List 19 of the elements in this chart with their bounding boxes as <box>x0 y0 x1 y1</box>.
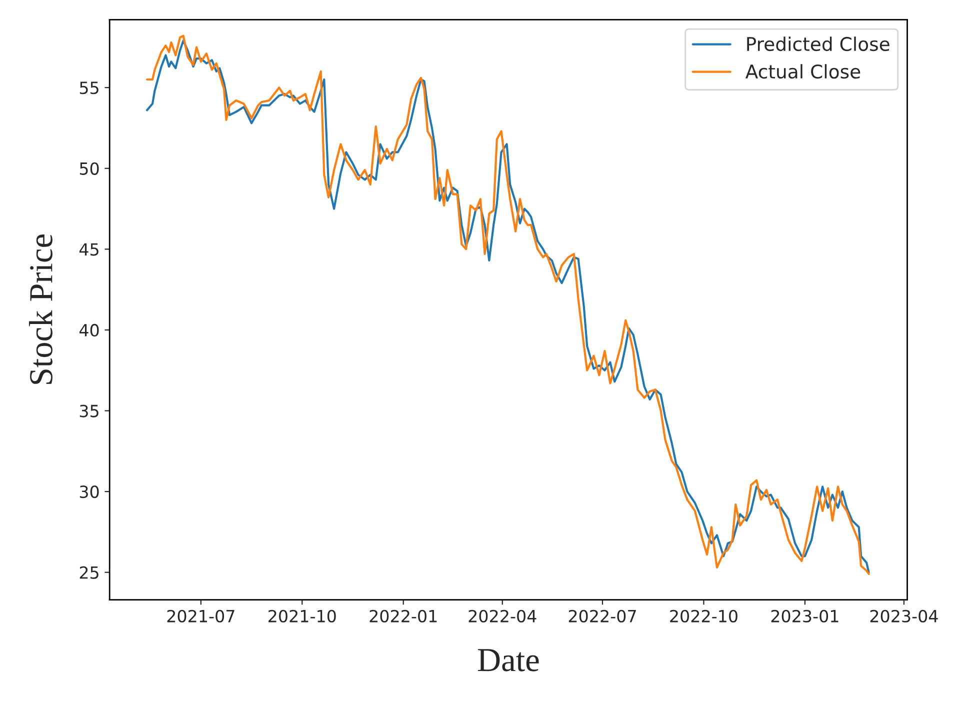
x-tick-label: 2022-10 <box>670 610 738 622</box>
legend-label: Actual Close <box>745 64 860 79</box>
y-tick-label: 50 <box>80 162 99 175</box>
x-tick-label: 2022-04 <box>468 610 536 622</box>
x-axis-title: Date <box>478 649 539 672</box>
x-tick-label: 2023-04 <box>870 610 938 622</box>
x-tick-label: 2022-07 <box>568 610 636 622</box>
y-tick-label: 35 <box>80 404 98 418</box>
x-tick-label: 2021-10 <box>268 610 336 622</box>
x-tick-label: 2023-01 <box>771 610 838 622</box>
y-tick-label: 40 <box>79 324 99 337</box>
y-tick-label: 45 <box>79 243 98 256</box>
y-axis-title: Stock Price <box>28 234 52 384</box>
legend-label: Predicted Close <box>747 36 890 52</box>
y-tick-label: 30 <box>80 486 99 498</box>
y-tick-label: 25 <box>80 566 98 579</box>
x-tick-label: 2022-01 <box>370 610 437 622</box>
y-tick-label: 55 <box>80 82 98 94</box>
x-tick-label: 2021-07 <box>167 610 234 622</box>
